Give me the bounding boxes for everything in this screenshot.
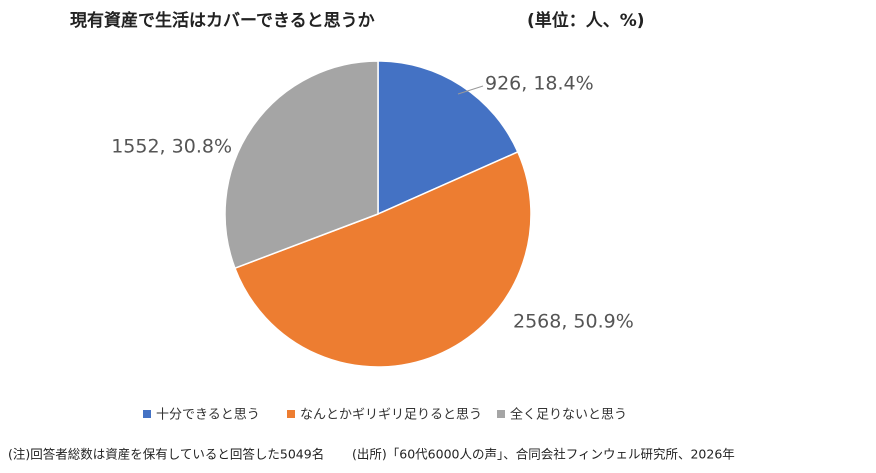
data-label: 1552, 30.8% xyxy=(111,136,232,158)
footnote: (注)回答者総数は資産を保有していると回答した5049名 xyxy=(8,447,324,462)
legend-label: 全く足りないと思う xyxy=(510,407,627,423)
legend-swatch xyxy=(143,410,151,418)
chart-title: 現有資産で生活はカバーできると思うか xyxy=(70,10,375,31)
source: (出所)「60代6000人の声」、合同会社フィンウェル研究所、2026年 xyxy=(352,447,735,462)
legend-swatch xyxy=(287,410,295,418)
data-label: 2568, 50.9% xyxy=(513,311,634,333)
legend-swatch xyxy=(497,410,505,418)
legend-label: なんとかギリギリ足りると思う xyxy=(300,408,482,423)
leader-line xyxy=(457,85,484,95)
pie-slice xyxy=(377,60,519,216)
data-label: 926, 18.4% xyxy=(485,73,594,95)
pie-slice xyxy=(233,150,532,368)
pie-slice xyxy=(224,60,379,270)
chart-unit: (単位：人、%) xyxy=(527,10,645,31)
legend-label: 十分できると思う xyxy=(156,408,260,423)
